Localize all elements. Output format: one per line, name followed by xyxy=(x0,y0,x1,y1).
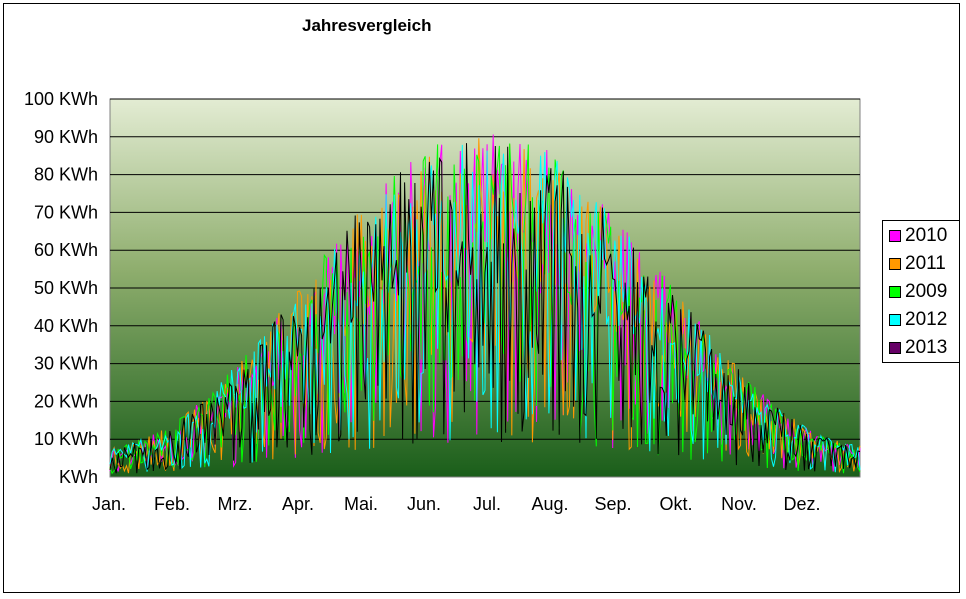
y-tick-label: KWh xyxy=(59,467,98,487)
y-tick-label: 60 KWh xyxy=(34,240,98,260)
legend-item-2013: 2013 xyxy=(889,335,947,361)
legend-item-2011: 2011 xyxy=(889,251,946,277)
legend-label-2009: 2009 xyxy=(905,281,948,302)
legend-swatch-2012 xyxy=(889,314,901,326)
y-tick-label: 10 KWh xyxy=(34,429,98,449)
y-tick-label: 90 KWh xyxy=(34,127,98,147)
y-tick-label: 80 KWh xyxy=(34,165,98,185)
legend-label-2011: 2011 xyxy=(905,253,946,274)
y-tick-label: 70 KWh xyxy=(34,202,98,222)
x-tick-label: Aug. xyxy=(531,494,568,514)
legend-swatch-2010 xyxy=(889,230,901,242)
x-tick-label: Mrz. xyxy=(218,494,253,514)
legend-item-2012: 2012 xyxy=(889,307,947,333)
y-tick-label: 40 KWh xyxy=(34,316,98,336)
x-tick-label: Mai. xyxy=(344,494,378,514)
y-tick-label: 30 KWh xyxy=(34,354,98,374)
legend-item-2009: 2009 xyxy=(889,279,947,305)
legend-swatch-2013 xyxy=(889,342,901,354)
legend-label-2010: 2010 xyxy=(905,225,948,246)
x-tick-label: Feb. xyxy=(154,494,190,514)
x-tick-label: Sep. xyxy=(594,494,631,514)
x-tick-label: Okt. xyxy=(659,494,692,514)
legend-item-2010: 2010 xyxy=(889,223,947,249)
legend-label-2012: 2012 xyxy=(905,309,948,330)
x-tick-label: Nov. xyxy=(721,494,757,514)
legend: 2010 2011 2009 2012 2013 xyxy=(882,220,960,363)
x-tick-label: Dez. xyxy=(783,494,820,514)
series-line-2013 xyxy=(109,143,861,474)
legend-swatch-2011 xyxy=(889,258,901,270)
y-tick-label: 50 KWh xyxy=(34,278,98,298)
x-tick-label: Jun. xyxy=(407,494,441,514)
y-tick-label: 20 KWh xyxy=(34,391,98,411)
x-tick-label: Apr. xyxy=(282,494,314,514)
x-tick-label: Jul. xyxy=(473,494,501,514)
legend-label-2013: 2013 xyxy=(905,337,948,358)
legend-swatch-2009 xyxy=(889,286,901,298)
chart-title: Jahresvergleich xyxy=(302,16,432,35)
x-tick-label: Jan. xyxy=(92,494,126,514)
y-tick-label: 100 KWh xyxy=(24,89,98,109)
